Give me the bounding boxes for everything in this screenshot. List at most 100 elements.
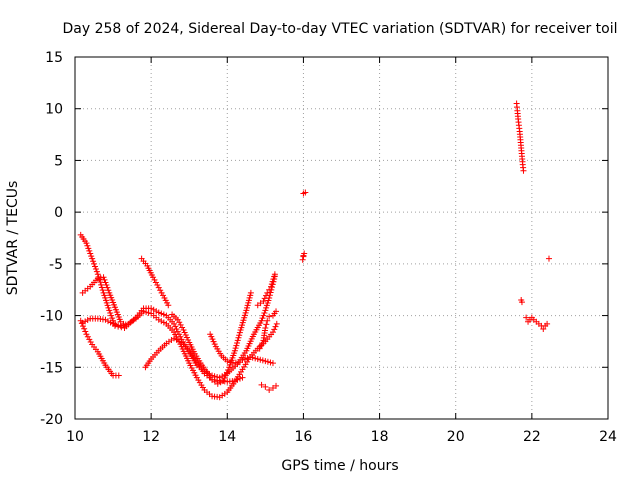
plus-marker bbox=[225, 366, 232, 373]
plus-marker bbox=[158, 318, 165, 325]
plus-marker bbox=[229, 360, 236, 367]
plus-marker bbox=[231, 347, 238, 354]
plus-marker bbox=[160, 311, 167, 318]
plus-marker bbox=[264, 358, 271, 365]
plus-marker bbox=[84, 242, 91, 249]
plus-marker bbox=[82, 318, 89, 325]
y-tick-label: -5 bbox=[49, 257, 63, 273]
plus-marker bbox=[160, 292, 167, 299]
series-arc-3 bbox=[79, 274, 130, 329]
plot-frame bbox=[74, 56, 609, 420]
plus-marker bbox=[236, 329, 243, 336]
plus-marker bbox=[244, 354, 251, 361]
x-tick-label: 24 bbox=[599, 429, 617, 445]
chart-title: Day 258 of 2024, Sidereal Day-to-day VTE… bbox=[62, 21, 617, 37]
plus-marker bbox=[82, 328, 89, 335]
y-axis-label: SDTVAR / TECUs bbox=[5, 181, 21, 296]
plus-marker bbox=[267, 359, 274, 366]
plus-marker bbox=[523, 314, 530, 321]
plus-marker bbox=[176, 338, 183, 345]
plus-marker bbox=[227, 359, 234, 366]
plus-marker bbox=[155, 284, 162, 291]
plus-marker bbox=[245, 299, 252, 306]
plus-marker bbox=[148, 305, 155, 312]
plus-marker bbox=[91, 260, 98, 267]
plus-marker bbox=[157, 287, 164, 294]
series-arc-1 bbox=[77, 231, 276, 381]
plus-marker bbox=[258, 317, 265, 324]
plus-marker bbox=[257, 356, 264, 363]
plus-marker bbox=[520, 167, 527, 174]
x-tick-labels: 10 12 14 16 18 20 22 24 bbox=[66, 429, 617, 445]
series-arc-5 bbox=[138, 255, 172, 309]
plus-marker bbox=[259, 315, 266, 322]
plus-marker bbox=[106, 307, 113, 314]
plus-marker bbox=[153, 308, 160, 315]
x-tick-label: 12 bbox=[142, 429, 160, 445]
plus-marker bbox=[117, 322, 124, 329]
x-tick-label: 18 bbox=[371, 429, 389, 445]
plus-marker bbox=[220, 377, 227, 384]
plus-marker bbox=[109, 315, 116, 322]
series-arc-13 bbox=[513, 100, 527, 306]
plus-marker bbox=[160, 319, 167, 326]
plus-marker bbox=[232, 359, 239, 366]
plus-marker bbox=[224, 358, 231, 365]
plus-marker bbox=[93, 268, 100, 275]
plus-marker bbox=[234, 376, 241, 383]
plus-marker bbox=[266, 286, 273, 293]
x-tick-label: 22 bbox=[523, 429, 541, 445]
plus-marker bbox=[269, 329, 276, 336]
plus-marker bbox=[143, 309, 150, 316]
plus-marker bbox=[301, 250, 308, 257]
plus-marker bbox=[272, 323, 279, 330]
plus-marker bbox=[262, 358, 269, 365]
x-axis-label: GPS time / hours bbox=[281, 458, 398, 474]
series-arc-10 bbox=[256, 308, 280, 352]
plus-marker bbox=[112, 321, 119, 328]
plus-marker bbox=[177, 321, 184, 328]
plus-marker bbox=[271, 326, 278, 333]
plus-marker bbox=[264, 317, 271, 324]
plus-marker bbox=[300, 253, 307, 260]
x-tick-label: 16 bbox=[295, 429, 313, 445]
plus-marker bbox=[154, 282, 161, 289]
plus-marker bbox=[260, 298, 267, 305]
plus-marker bbox=[259, 340, 266, 347]
plus-marker bbox=[158, 289, 165, 296]
plus-marker bbox=[232, 345, 239, 352]
plus-marker bbox=[234, 337, 241, 344]
plus-marker bbox=[88, 253, 95, 260]
plus-marker bbox=[145, 309, 152, 316]
y-tick-label: -20 bbox=[40, 412, 63, 428]
plus-marker bbox=[152, 279, 159, 286]
plus-marker bbox=[252, 355, 259, 362]
plus-marker bbox=[86, 336, 93, 343]
plus-marker bbox=[92, 266, 99, 273]
plus-marker bbox=[83, 331, 90, 338]
plus-marker bbox=[254, 356, 261, 363]
data-points bbox=[77, 100, 552, 401]
plus-marker bbox=[115, 322, 122, 329]
plus-marker bbox=[102, 279, 109, 286]
plus-marker bbox=[140, 308, 147, 315]
plus-marker bbox=[273, 308, 280, 315]
grid bbox=[74, 56, 609, 420]
plus-marker bbox=[173, 326, 180, 333]
plus-marker bbox=[246, 294, 253, 301]
plus-marker bbox=[105, 304, 112, 311]
plus-marker bbox=[236, 375, 243, 382]
plus-marker bbox=[261, 295, 268, 302]
plus-marker bbox=[150, 274, 157, 281]
plus-marker bbox=[245, 297, 252, 304]
plus-marker bbox=[103, 299, 110, 306]
x-tick-label: 14 bbox=[218, 429, 236, 445]
plus-marker bbox=[151, 276, 158, 283]
plus-marker bbox=[257, 342, 264, 349]
plus-marker bbox=[243, 307, 250, 314]
plus-marker bbox=[85, 245, 92, 252]
plus-marker bbox=[81, 325, 88, 332]
plus-marker bbox=[544, 320, 551, 327]
plus-marker bbox=[98, 284, 105, 291]
plus-marker bbox=[115, 372, 122, 379]
